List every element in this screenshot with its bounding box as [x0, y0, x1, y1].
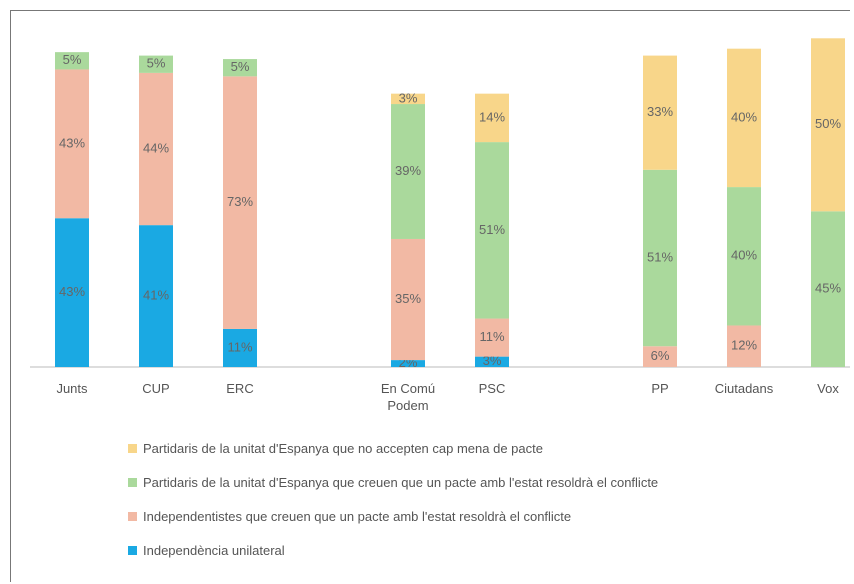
data-label: 50%	[815, 116, 841, 131]
data-label: 12%	[731, 338, 757, 353]
bar-segment	[811, 38, 845, 212]
data-label: 14%	[479, 109, 505, 124]
bar-segment	[811, 211, 845, 367]
data-label: 40%	[731, 248, 757, 263]
x-tick-label: Junts	[56, 381, 88, 396]
bar-segment	[475, 318, 509, 357]
bar-segment	[727, 187, 761, 326]
data-label: 5%	[147, 56, 166, 71]
bar-segment	[643, 169, 677, 347]
data-label: 43%	[59, 135, 85, 150]
data-label: 3%	[399, 90, 418, 105]
data-label: 33%	[647, 104, 673, 119]
data-label: 51%	[647, 249, 673, 264]
bar-segment	[475, 356, 509, 367]
frame	[10, 10, 850, 582]
x-tick-label: PP	[651, 381, 669, 396]
bar-segment	[55, 52, 89, 70]
bar-segment	[223, 59, 257, 77]
legend-swatch	[128, 478, 137, 487]
x-tick-label: Vox	[817, 381, 839, 396]
legend-swatch	[128, 546, 137, 555]
legend-label: Partidaris de la unitat d'Espanya que no…	[143, 441, 543, 456]
x-tick-label: ERC	[226, 381, 254, 396]
data-label: 51%	[479, 222, 505, 237]
bar-segment	[727, 325, 761, 367]
bar-segment	[55, 218, 89, 367]
legend-item: Independència unilateral	[128, 543, 285, 558]
legend-label: Independència unilateral	[143, 543, 285, 558]
data-label: 5%	[231, 59, 250, 74]
bar-segment	[391, 360, 425, 367]
bar-segment	[643, 55, 677, 170]
legend-label: Partidaris de la unitat d'Espanya que cr…	[143, 475, 659, 490]
bar-segment	[727, 48, 761, 188]
data-label: 43%	[59, 284, 85, 299]
bar-segment	[223, 328, 257, 367]
x-tick-label: En Comú Podem	[380, 381, 436, 413]
x-tick-label: CUP	[142, 381, 170, 396]
bar-segment	[391, 93, 425, 105]
data-label: 5%	[63, 52, 82, 67]
bar-segment	[55, 69, 89, 219]
bar-segment	[223, 76, 257, 329]
data-label: 41%	[143, 288, 169, 303]
data-label: 44%	[143, 140, 169, 155]
data-label: 11%	[227, 339, 252, 354]
x-tick-label: PSC	[478, 381, 506, 396]
bar-segment	[475, 93, 509, 143]
data-label: 39%	[395, 163, 421, 178]
legend-swatch	[128, 444, 137, 453]
bar-segment	[139, 225, 173, 367]
legend-item: Partidaris de la unitat d'Espanya que cr…	[128, 475, 658, 490]
legend-item: Independentistes que creuen que un pacte…	[128, 509, 571, 524]
data-label: 3%	[483, 353, 502, 368]
bar-segment	[643, 346, 677, 367]
bar-segment	[391, 104, 425, 239]
data-label: 6%	[651, 348, 670, 363]
data-label: 11%	[479, 329, 504, 344]
data-label: 40%	[731, 109, 757, 124]
data-label: 45%	[815, 281, 841, 296]
legend-item: Partidaris de la unitat d'Espanya que no…	[128, 441, 543, 456]
legend-label: Independentistes que creuen que un pacte…	[143, 509, 572, 524]
bar-segment	[475, 142, 509, 319]
data-label: 73%	[227, 194, 253, 209]
bar-segment	[391, 238, 425, 361]
legend-swatch	[128, 512, 137, 521]
data-label: 35%	[395, 291, 421, 306]
x-tick-label: Ciutadans	[714, 381, 774, 396]
bar-segment	[139, 72, 173, 226]
bar-segment	[139, 55, 173, 73]
